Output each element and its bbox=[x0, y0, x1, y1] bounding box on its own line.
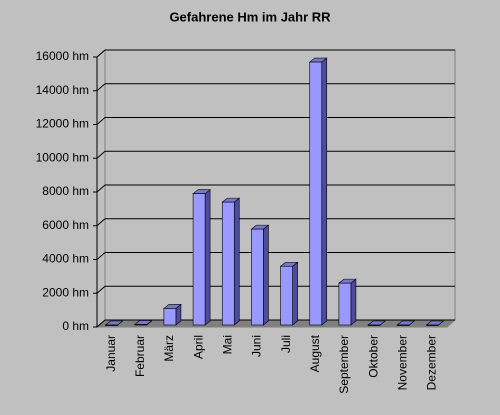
x-tick-label: Juli bbox=[279, 335, 293, 353]
bar bbox=[396, 324, 410, 326]
bar bbox=[192, 193, 206, 326]
y-tick-label: 0 hm bbox=[62, 319, 89, 333]
x-tick-label: August bbox=[308, 334, 322, 372]
bar bbox=[105, 324, 118, 326]
y-tick-label: 10000 hm bbox=[36, 150, 89, 164]
grid-line bbox=[96, 150, 106, 159]
x-tick-label: Januar bbox=[104, 335, 118, 372]
grid-line bbox=[96, 184, 106, 193]
chart-title: Gefahrene Hm im Jahr RR bbox=[169, 9, 331, 24]
x-tick-label: Mai bbox=[220, 335, 234, 354]
bar bbox=[280, 265, 293, 326]
x-tick-label: Februar bbox=[133, 335, 147, 377]
bar bbox=[367, 324, 381, 326]
y-tick-label: 4000 hm bbox=[42, 252, 89, 266]
bar bbox=[251, 228, 264, 326]
bar bbox=[163, 308, 177, 326]
grid-line bbox=[96, 49, 106, 58]
x-tick-label: Oktober bbox=[366, 335, 380, 378]
bar-side bbox=[204, 189, 211, 326]
bar bbox=[426, 324, 439, 326]
grid-line bbox=[96, 83, 106, 92]
bar bbox=[134, 324, 148, 326]
bar bbox=[309, 61, 323, 326]
grid-line bbox=[96, 218, 106, 227]
bar-side bbox=[321, 57, 328, 326]
grid-line bbox=[96, 319, 106, 328]
bar bbox=[338, 282, 352, 326]
bar bbox=[221, 201, 235, 326]
x-tick-label: Dezember bbox=[425, 335, 439, 390]
y-tick-label: 6000 hm bbox=[42, 218, 89, 232]
y-tick-label: 16000 hm bbox=[36, 49, 89, 63]
bar-side bbox=[263, 224, 269, 326]
x-tick-label: März bbox=[162, 335, 176, 362]
x-tick-label: Juni bbox=[250, 335, 264, 357]
y-tick-label: 12000 hm bbox=[36, 117, 89, 131]
x-tick-label: September bbox=[337, 335, 351, 394]
y-tick-label: 8000 hm bbox=[42, 184, 89, 198]
bar-side bbox=[350, 278, 357, 326]
x-tick-label: November bbox=[395, 335, 409, 390]
x-tick-label: April bbox=[191, 335, 205, 359]
y-tick-label: 2000 hm bbox=[42, 285, 89, 299]
grid-line bbox=[96, 117, 106, 125]
bar-side bbox=[292, 261, 298, 326]
y-tick-label: 14000 hm bbox=[36, 83, 89, 97]
grid-line bbox=[96, 285, 106, 294]
bar-side bbox=[233, 197, 240, 326]
grid-line bbox=[96, 252, 106, 260]
